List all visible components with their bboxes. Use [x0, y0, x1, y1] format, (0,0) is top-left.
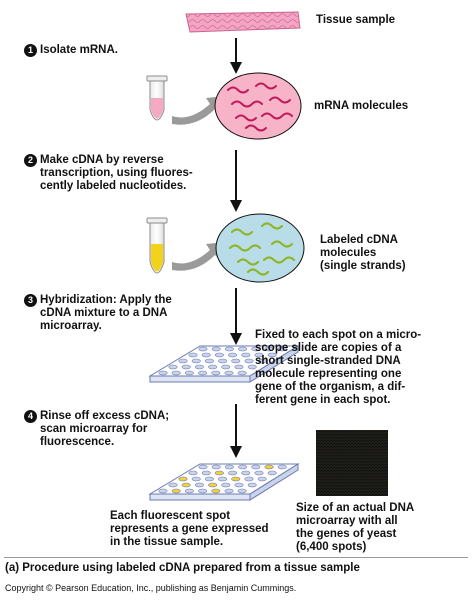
microarray-spot: [228, 470, 238, 476]
microarray-spot: [224, 488, 234, 494]
microarray-spot: [208, 482, 218, 488]
microarray-slide: [148, 345, 300, 383]
caption-divider: [4, 557, 468, 558]
copyright-notice: Copyright © Pearson Education, Inc., pub…: [5, 583, 297, 593]
microarray-spot: [251, 464, 261, 470]
microarray-spot: [267, 352, 277, 358]
fluorescent-spot-note: Each fluorescent spot represents a gene …: [110, 510, 269, 548]
curved-arrow-1: [172, 96, 226, 125]
microarray-spot: [221, 482, 231, 488]
step-3: 3 Hybridization: Apply the cDNA mixture t…: [24, 294, 172, 333]
microarray-spot: [254, 352, 264, 358]
microarray-spot: [204, 476, 214, 482]
mrna-tube: [146, 75, 168, 121]
microarray-spot: [231, 476, 241, 482]
microarray-spot: [241, 470, 251, 476]
microarray-spot: [251, 346, 261, 352]
microarray-spot: [218, 476, 228, 482]
labeled-cdna-label: Labeled cDNA molecules (single strands): [320, 234, 406, 272]
microarray-spot: [211, 370, 221, 376]
microarray-spot: [184, 370, 194, 376]
microarray-spot: [211, 346, 221, 352]
microarray-spot: [178, 476, 188, 482]
tissue-sample-slab: [185, 11, 301, 33]
step-number-badge: 1: [24, 44, 37, 57]
microarray-spot: [184, 488, 194, 494]
microarray-spot: [198, 370, 208, 376]
microarray-spot: [277, 464, 287, 470]
actual-microarray-note: Size of an actual DNA microarray with al…: [296, 502, 415, 553]
microarray-spot: [178, 358, 188, 364]
microarray-spot: [224, 346, 234, 352]
microarray-spot: [194, 364, 204, 370]
step-2: 2 Make cDNA by reverse transcription, usi…: [24, 154, 193, 193]
microarray-spot: [198, 464, 208, 470]
step-number-badge: 3: [24, 294, 37, 307]
microarray-spot: [208, 364, 218, 370]
microarray-spot: [264, 464, 274, 470]
microarray-spot: [228, 352, 238, 358]
microarray-spot: [181, 364, 191, 370]
microarray-spot: [254, 470, 264, 476]
microarray-spot: [158, 370, 168, 376]
step-number-badge: 2: [24, 154, 37, 167]
microarray-spot: [238, 464, 248, 470]
mrna-molecules-label: mRNA molecules: [314, 100, 409, 112]
microarray-spot: [257, 476, 267, 482]
microarray-spot: [238, 346, 248, 352]
microarray-spot: [231, 358, 241, 364]
microarray-spot: [201, 352, 211, 358]
microarray-spot: [237, 370, 247, 376]
microarray-spot: [194, 482, 204, 488]
microarray-spot: [171, 488, 181, 494]
microarray-spot: [234, 482, 244, 488]
step-4: 4 Rinse off excess cDNA; scan microarray …: [24, 410, 169, 449]
figure-caption: (a) Procedure using labeled cDNA prepare…: [5, 562, 360, 574]
tissue-sample-label: Tissue sample: [316, 14, 396, 26]
cdna-molecules-oval: [215, 213, 305, 283]
microarray-spot: [198, 346, 208, 352]
microarray-spot: [191, 476, 201, 482]
microarray-spot: [224, 464, 234, 470]
microarray-spot: [168, 364, 178, 370]
microarray-spot: [214, 470, 224, 476]
mrna-molecules-oval: [214, 72, 302, 140]
microarray-spot: [191, 358, 201, 364]
microarray-spot: [244, 476, 254, 482]
microarray-spot: [218, 358, 228, 364]
microarray-spot: [247, 364, 257, 370]
actual-microarray-image: [316, 430, 388, 496]
microarray-spot: [214, 352, 224, 358]
curved-arrow-2: [172, 242, 226, 271]
cdna-tube: [146, 217, 168, 274]
microarray-spot: [247, 482, 257, 488]
microarray-spot: [234, 364, 244, 370]
microarray-spot: [211, 488, 221, 494]
microarray-spot: [181, 482, 191, 488]
microarray-spot: [198, 488, 208, 494]
microarray-spot: [201, 470, 211, 476]
microarray-spot: [267, 470, 277, 476]
microarray-spot: [188, 470, 198, 476]
flow-arrows: [230, 38, 242, 458]
microarray-spot: [171, 370, 181, 376]
microarray-spot: [221, 364, 231, 370]
microarray-spot: [237, 488, 247, 494]
microarray-spot: [257, 358, 267, 364]
microarray-spot: [188, 352, 198, 358]
microarray-spot: [168, 482, 178, 488]
microarray-spot: [244, 358, 254, 364]
fixed-spot-note: Fixed to each spot on a micro- scope sli…: [255, 329, 422, 406]
microarray-spot: [264, 346, 274, 352]
microarray-spot: [204, 358, 214, 364]
microarray-spot: [224, 370, 234, 376]
microarray-spot: [241, 352, 251, 358]
step-1: 1 Isolate mRNA.: [24, 44, 118, 57]
step-number-badge: 4: [24, 410, 37, 423]
microarray-spot: [277, 346, 287, 352]
scanned-microarray-slide: [148, 463, 300, 501]
microarray-spot: [158, 488, 168, 494]
microarray-spot: [211, 464, 221, 470]
